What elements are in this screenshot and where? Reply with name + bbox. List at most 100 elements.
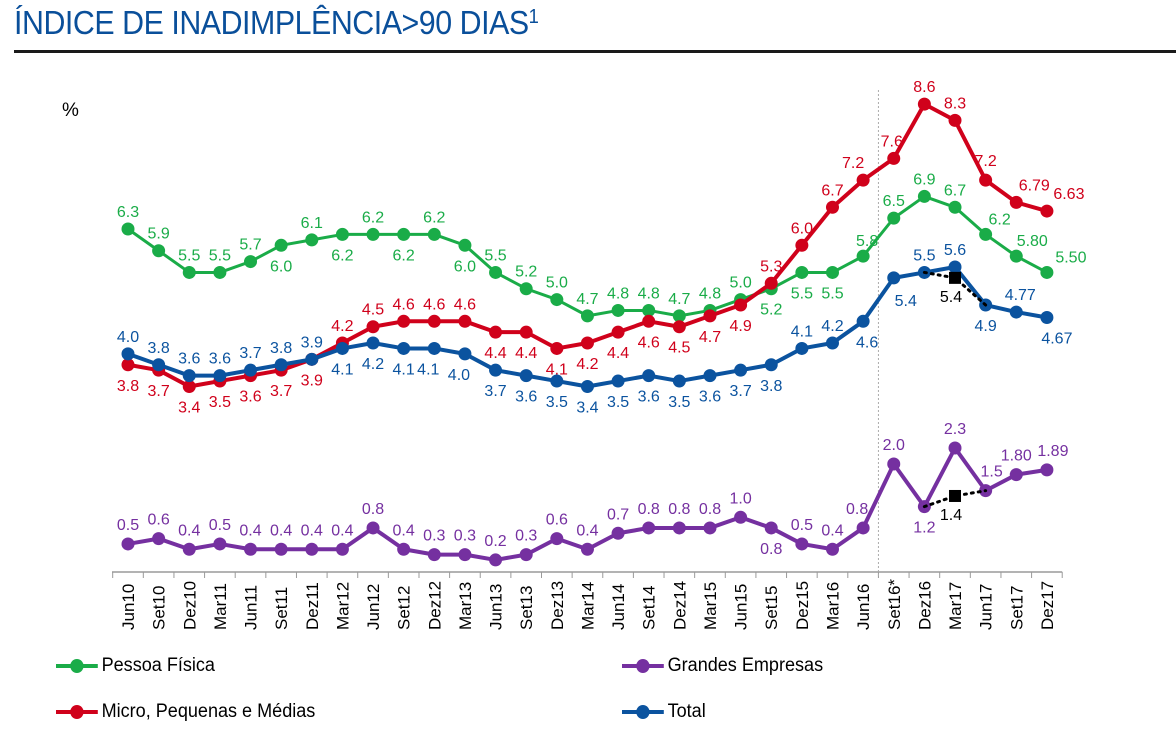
data-label-grandes-empresas: 0.4: [331, 522, 353, 539]
data-label-pessoa-fisica: 5.2: [515, 264, 537, 281]
data-label-micro-pequenas-e-medias: 4.1: [546, 361, 568, 378]
data-label-total: 4.67: [1041, 331, 1072, 348]
x-tick-label: Set16*: [885, 579, 904, 630]
data-point-total: [825, 336, 839, 350]
data-label-pessoa-fisica: 5.0: [729, 275, 751, 292]
adjusted-value-label: 5.4: [940, 289, 962, 306]
data-point-total: [213, 369, 227, 383]
legend-item-pessoa-fisica: Pessoa Física: [56, 655, 215, 677]
data-point-total: [580, 379, 594, 393]
data-label-micro-pequenas-e-medias: 4.4: [484, 345, 506, 362]
data-label-pessoa-fisica: 6.9: [913, 171, 935, 188]
data-point-pessoa-fisica: [550, 293, 564, 307]
data-point-grandes-empresas: [856, 521, 870, 535]
data-label-pessoa-fisica: 6.2: [989, 211, 1011, 228]
data-label-total: 4.0: [448, 367, 470, 384]
data-label-micro-pequenas-e-medias: 3.6: [239, 389, 261, 406]
data-point-total: [1009, 305, 1023, 319]
x-tick-label: Jun13: [487, 584, 506, 630]
data-label-micro-pequenas-e-medias: 4.6: [393, 296, 415, 313]
data-label-pessoa-fisica: 5.50: [1055, 249, 1086, 266]
data-label-pessoa-fisica: 6.0: [270, 258, 292, 275]
data-point-total: [611, 374, 625, 388]
adjusted-value-marker: [949, 489, 962, 502]
data-label-micro-pequenas-e-medias: 7.6: [881, 133, 903, 150]
data-point-pessoa-fisica: [458, 238, 472, 252]
title-text: ÍNDICE DE INADIMPLÊNCIA>90 DIAS: [14, 4, 529, 41]
data-point-micro-pequenas-e-medias: [182, 379, 196, 393]
data-point-total: [274, 358, 288, 372]
data-label-micro-pequenas-e-medias: 6.7: [821, 182, 843, 199]
x-tick-label: Jun15: [732, 584, 751, 630]
data-label-pessoa-fisica: 4.8: [638, 285, 660, 302]
data-point-micro-pequenas-e-medias: [764, 276, 778, 290]
data-point-pessoa-fisica: [182, 265, 196, 279]
data-point-pessoa-fisica: [335, 227, 349, 241]
data-label-grandes-empresas: 0.4: [576, 522, 598, 539]
data-label-total: 5.4: [895, 293, 917, 310]
data-label-grandes-empresas: 0.4: [239, 522, 261, 539]
data-label-total: 3.6: [178, 351, 200, 368]
data-label-grandes-empresas: 0.3: [454, 528, 476, 545]
data-label-micro-pequenas-e-medias: 4.4: [607, 345, 629, 362]
data-point-pessoa-fisica: [979, 227, 993, 241]
data-point-grandes-empresas: [825, 542, 839, 556]
data-point-micro-pequenas-e-medias: [948, 113, 962, 127]
data-label-grandes-empresas: 2.3: [944, 421, 966, 438]
data-label-total: 3.9: [301, 334, 323, 351]
data-label-grandes-empresas: 0.6: [546, 512, 568, 529]
data-label-grandes-empresas: 0.4: [393, 522, 415, 539]
data-point-pessoa-fisica: [305, 233, 319, 247]
data-point-total: [458, 347, 472, 361]
x-tick-label: Dez15: [793, 581, 812, 630]
x-tick-label: Jun14: [609, 584, 628, 630]
data-label-pessoa-fisica: 4.7: [668, 291, 690, 308]
data-label-total: 4.1: [417, 361, 439, 378]
data-label-micro-pequenas-e-medias: 3.7: [270, 383, 292, 400]
data-point-pessoa-fisica: [611, 303, 625, 317]
page-title: ÍNDICE DE INADIMPLÊNCIA>90 DIAS1: [14, 4, 539, 42]
data-label-micro-pequenas-e-medias: 4.6: [454, 296, 476, 313]
data-point-grandes-empresas: [764, 521, 778, 535]
data-label-total: 4.1: [331, 361, 353, 378]
data-label-grandes-empresas: 1.89: [1037, 443, 1068, 460]
data-label-grandes-empresas: 0.5: [791, 517, 813, 534]
x-tick-label: Jun12: [364, 584, 383, 630]
data-point-pessoa-fisica: [856, 249, 870, 263]
data-label-total: 4.77: [1005, 287, 1036, 304]
data-point-pessoa-fisica: [948, 200, 962, 214]
x-tick-label: Mar12: [333, 582, 352, 630]
data-label-pessoa-fisica: 5.0: [546, 275, 568, 292]
data-label-total: 4.0: [117, 329, 139, 346]
data-point-total: [703, 369, 717, 383]
x-tick-label: Set10: [150, 586, 169, 630]
data-point-total: [1040, 311, 1054, 325]
data-label-total: 3.6: [209, 351, 231, 368]
data-label-grandes-empresas: 0.5: [117, 517, 139, 534]
data-label-micro-pequenas-e-medias: 4.7: [699, 329, 721, 346]
data-point-grandes-empresas: [244, 542, 258, 556]
data-point-pessoa-fisica: [366, 227, 380, 241]
data-label-total: 4.2: [362, 356, 384, 373]
data-point-total: [764, 358, 778, 372]
data-label-grandes-empresas: 1.2: [913, 520, 935, 537]
data-label-micro-pequenas-e-medias: 3.7: [148, 383, 170, 400]
data-label-total: 3.6: [638, 389, 660, 406]
data-point-grandes-empresas: [397, 542, 411, 556]
data-point-micro-pequenas-e-medias: [672, 320, 686, 334]
data-label-grandes-empresas: 0.4: [178, 522, 200, 539]
data-label-grandes-empresas: 0.3: [423, 528, 445, 545]
adjusted-value-label: 1.4: [940, 507, 962, 524]
data-point-grandes-empresas: [887, 457, 901, 471]
legend-marker-icon: [56, 659, 98, 673]
data-label-micro-pequenas-e-medias: 8.6: [913, 79, 935, 96]
data-point-grandes-empresas: [642, 521, 656, 535]
data-point-grandes-empresas: [152, 532, 166, 546]
data-label-micro-pequenas-e-medias: 4.5: [668, 340, 690, 357]
data-label-total: 3.5: [668, 394, 690, 411]
data-point-total: [795, 341, 809, 355]
data-label-grandes-empresas: 0.8: [699, 501, 721, 518]
data-point-grandes-empresas: [1040, 463, 1054, 477]
data-point-grandes-empresas: [305, 542, 319, 556]
